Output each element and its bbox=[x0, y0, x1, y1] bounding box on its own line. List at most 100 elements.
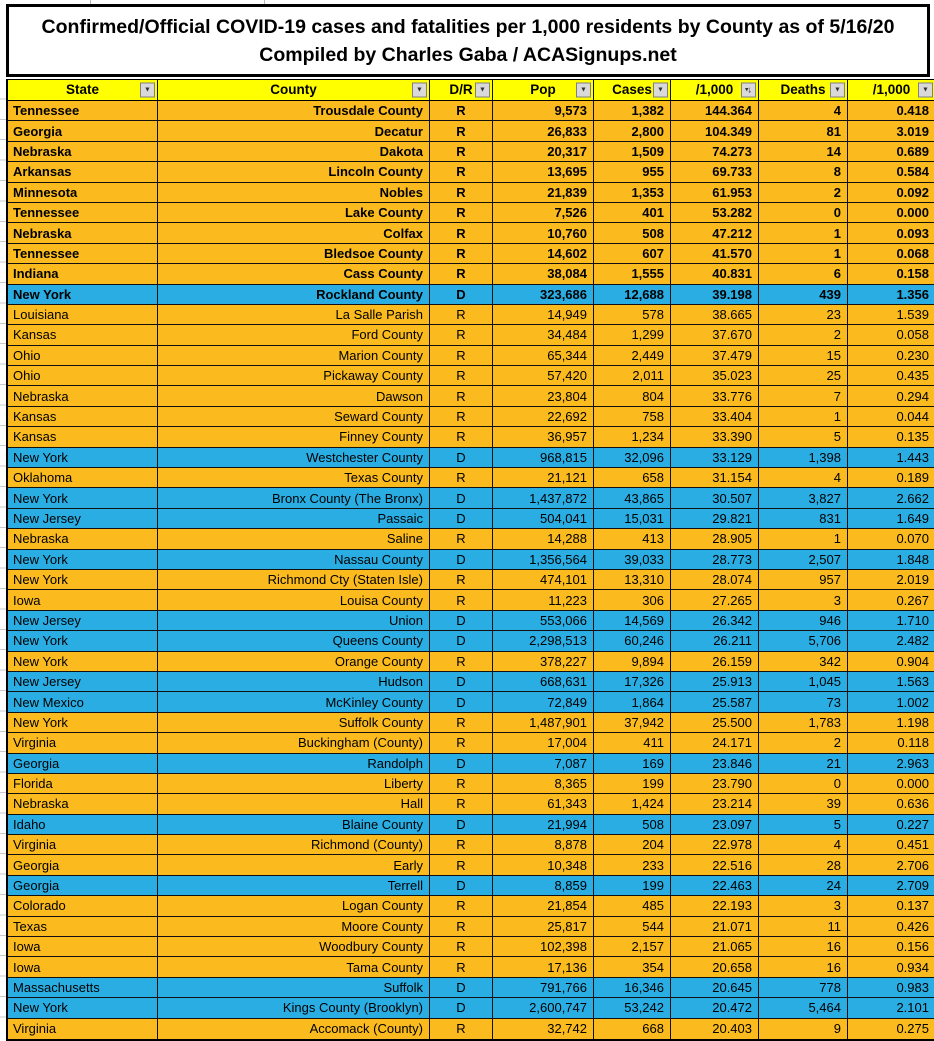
cell-dr[interactable]: R bbox=[430, 651, 493, 671]
cell-deaths_per_1000[interactable]: 1.649 bbox=[896, 511, 929, 526]
cell-state[interactable]: Massachusetts bbox=[8, 977, 158, 998]
cell-deaths_per_1000[interactable]: 0.156 bbox=[896, 939, 929, 955]
cell-per_1000[interactable]: 38.665 bbox=[671, 304, 759, 325]
cell-deaths_per_1000[interactable]: 1.443 bbox=[896, 449, 929, 465]
cell-cases[interactable]: 16,346 bbox=[594, 977, 671, 998]
cell-dr[interactable]: R bbox=[430, 427, 493, 447]
cell-cases[interactable]: 508 bbox=[594, 223, 671, 243]
cell-state[interactable]: Iowa bbox=[8, 590, 158, 610]
cell-pop[interactable]: 14,949 bbox=[493, 304, 594, 325]
cell-cases[interactable]: 2,449 bbox=[594, 345, 671, 366]
cell-state[interactable]: New York bbox=[8, 488, 158, 508]
cell-deaths_per_1000[interactable]: 1.539 bbox=[896, 307, 929, 323]
cell-cases[interactable]: 17,326 bbox=[594, 671, 671, 692]
cell-state[interactable]: Nebraska bbox=[8, 386, 158, 406]
cell-dr[interactable]: D bbox=[430, 447, 493, 468]
cell-dr[interactable]: R bbox=[430, 733, 493, 753]
cell-county[interactable]: Lincoln County bbox=[158, 162, 430, 182]
cell-county[interactable]: Suffolk County bbox=[158, 712, 430, 733]
cell-per_1000[interactable]: 23.846 bbox=[671, 753, 759, 773]
cell-state[interactable]: Louisiana bbox=[8, 304, 158, 325]
cell-cases[interactable]: 233 bbox=[594, 855, 671, 875]
cell-dr[interactable]: R bbox=[430, 304, 493, 325]
cell-deaths_per_1000[interactable]: 0.689 bbox=[896, 143, 929, 159]
cell-dr[interactable]: R bbox=[430, 1018, 493, 1039]
cell-dr[interactable]: D bbox=[430, 671, 493, 692]
cell-cases[interactable]: 1,509 bbox=[594, 141, 671, 162]
cell-pop[interactable]: 21,121 bbox=[493, 468, 594, 488]
cell-pop[interactable]: 14,602 bbox=[493, 243, 594, 264]
cell-deaths_per_1000[interactable]: 0.000 bbox=[896, 205, 929, 221]
cell-cases[interactable]: 413 bbox=[594, 529, 671, 549]
cell-deaths_per_1000[interactable]: 2.709 bbox=[896, 878, 929, 894]
cell-per_1000[interactable]: 39.198 bbox=[671, 284, 759, 304]
cell-county[interactable]: Richmond (County) bbox=[158, 835, 430, 855]
cell-state[interactable]: Tennessee bbox=[8, 243, 158, 264]
cell-dr[interactable]: R bbox=[430, 325, 493, 345]
cell-deaths_per_1000[interactable]: 0.294 bbox=[896, 388, 929, 404]
cell-per_1000[interactable]: 20.403 bbox=[671, 1018, 759, 1039]
cell-deaths[interactable]: 5 bbox=[759, 814, 848, 835]
cell-dr[interactable]: R bbox=[430, 569, 493, 590]
cell-deaths_per_1000[interactable]: 0.267 bbox=[896, 592, 929, 608]
cell-county[interactable]: Logan County bbox=[158, 896, 430, 916]
cell-state[interactable]: Georgia bbox=[8, 855, 158, 875]
cell-state[interactable]: Ohio bbox=[8, 366, 158, 386]
cell-cases[interactable]: 53,242 bbox=[594, 998, 671, 1018]
cell-deaths_per_1000[interactable]: 2.963 bbox=[896, 755, 929, 771]
filter-dropdown-icon[interactable]: ▼ bbox=[576, 82, 591, 98]
cell-county[interactable]: Dakota bbox=[158, 141, 430, 162]
cell-state[interactable]: Texas bbox=[8, 916, 158, 937]
cell-county[interactable]: Richmond Cty (Staten Isle) bbox=[158, 569, 430, 590]
cell-per_1000[interactable]: 33.404 bbox=[671, 406, 759, 427]
cell-deaths_per_1000[interactable]: 2.101 bbox=[896, 1000, 929, 1016]
cell-state[interactable]: Florida bbox=[8, 773, 158, 794]
cell-cases[interactable]: 13,310 bbox=[594, 569, 671, 590]
cell-cases[interactable]: 485 bbox=[594, 896, 671, 916]
cell-state[interactable]: Iowa bbox=[8, 937, 158, 957]
cell-deaths_per_1000[interactable]: 0.189 bbox=[896, 470, 929, 486]
cell-dr[interactable]: R bbox=[430, 406, 493, 427]
cell-deaths[interactable]: 16 bbox=[759, 937, 848, 957]
cell-pop[interactable]: 7,087 bbox=[493, 753, 594, 773]
cell-county[interactable]: Nobles bbox=[158, 182, 430, 202]
cell-cases[interactable]: 668 bbox=[594, 1018, 671, 1039]
cell-cases[interactable]: 204 bbox=[594, 835, 671, 855]
cell-pop[interactable]: 11,223 bbox=[493, 590, 594, 610]
cell-deaths[interactable]: 2,507 bbox=[759, 549, 848, 569]
cell-deaths_per_1000[interactable]: 0.068 bbox=[896, 245, 929, 261]
cell-pop[interactable]: 20,317 bbox=[493, 141, 594, 162]
cell-per_1000[interactable]: 26.342 bbox=[671, 610, 759, 631]
cell-per_1000[interactable]: 35.023 bbox=[671, 366, 759, 386]
cell-pop[interactable]: 34,484 bbox=[493, 325, 594, 345]
cell-cases[interactable]: 354 bbox=[594, 957, 671, 977]
cell-state[interactable]: New Jersey bbox=[8, 671, 158, 692]
cell-cases[interactable]: 1,864 bbox=[594, 692, 671, 712]
cell-deaths[interactable]: 15 bbox=[759, 345, 848, 366]
cell-state[interactable]: Minnesota bbox=[8, 182, 158, 202]
cell-deaths[interactable]: 4 bbox=[759, 101, 848, 121]
cell-cases[interactable]: 955 bbox=[594, 162, 671, 182]
cell-deaths[interactable]: 7 bbox=[759, 386, 848, 406]
cell-cases[interactable]: 607 bbox=[594, 243, 671, 264]
cell-cases[interactable]: 544 bbox=[594, 916, 671, 937]
cell-cases[interactable]: 1,353 bbox=[594, 182, 671, 202]
cell-county[interactable]: Nassau County bbox=[158, 549, 430, 569]
cell-deaths[interactable]: 14 bbox=[759, 141, 848, 162]
cell-cases[interactable]: 758 bbox=[594, 406, 671, 427]
cell-pop[interactable]: 21,839 bbox=[493, 182, 594, 202]
cell-dr[interactable]: D bbox=[430, 284, 493, 304]
cell-state[interactable]: Kansas bbox=[8, 325, 158, 345]
cell-state[interactable]: Idaho bbox=[8, 814, 158, 835]
cell-county[interactable]: Liberty bbox=[158, 773, 430, 794]
cell-county[interactable]: Ford County bbox=[158, 325, 430, 345]
cell-county[interactable]: Finney County bbox=[158, 427, 430, 447]
cell-state[interactable]: Virginia bbox=[8, 1018, 158, 1039]
cell-deaths_per_1000[interactable]: 0.044 bbox=[896, 409, 929, 425]
cell-pop[interactable]: 474,101 bbox=[493, 569, 594, 590]
cell-deaths[interactable]: 1 bbox=[759, 243, 848, 264]
cell-pop[interactable]: 1,437,872 bbox=[493, 488, 594, 508]
cell-pop[interactable]: 21,854 bbox=[493, 896, 594, 916]
cell-state[interactable]: Arkansas bbox=[8, 162, 158, 182]
cell-county[interactable]: Queens County bbox=[158, 631, 430, 651]
